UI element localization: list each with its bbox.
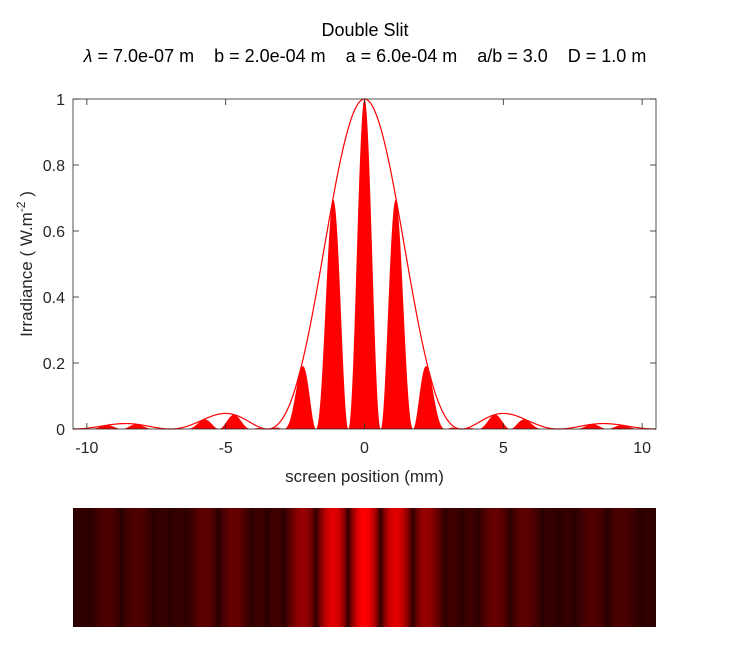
x-tick-label: -5 <box>219 440 233 457</box>
fringe-pattern-image <box>73 508 656 627</box>
y-axis-ticks: 0 0.2 0.4 0.6 0.8 1 <box>43 92 656 439</box>
y-tick-label: 0 <box>56 422 65 439</box>
irradiance-fill <box>73 99 656 429</box>
x-tick-label: 5 <box>499 440 508 457</box>
x-tick-label: 10 <box>633 440 651 457</box>
y-tick-label: 1 <box>56 92 65 109</box>
y-axis-label-close: ) <box>17 191 36 201</box>
y-tick-label: 0.8 <box>43 158 65 175</box>
y-axis-label-superscript: -2 <box>14 201 28 212</box>
y-tick-label: 0.2 <box>43 356 65 373</box>
x-tick-label: 0 <box>360 440 369 457</box>
y-axis-label-main: Irradiance ( W.m <box>17 212 36 337</box>
chart-title: Double Slit <box>321 20 409 40</box>
irradiance-plot: -10 -5 0 5 10 0 0.2 0.4 0.6 0.8 1 screen position… <box>14 92 657 486</box>
y-tick-label: 0.6 <box>43 224 65 241</box>
lambda-symbol: λ <box>83 46 93 66</box>
y-axis-label: Irradiance ( W.m-2 ) <box>14 191 36 337</box>
y-tick-label: 0.4 <box>43 290 65 307</box>
x-axis-label: screen position (mm) <box>285 467 444 486</box>
subtitle-parameters: = 7.0e-07 m b = 2.0e-04 m a = 6.0e-04 m … <box>92 46 647 66</box>
x-axis-ticks: -10 -5 0 5 10 <box>75 99 651 457</box>
x-tick-label: -10 <box>75 440 98 457</box>
chart-subtitle: λ = 7.0e-07 m b = 2.0e-04 m a = 6.0e-04 … <box>0 46 730 67</box>
